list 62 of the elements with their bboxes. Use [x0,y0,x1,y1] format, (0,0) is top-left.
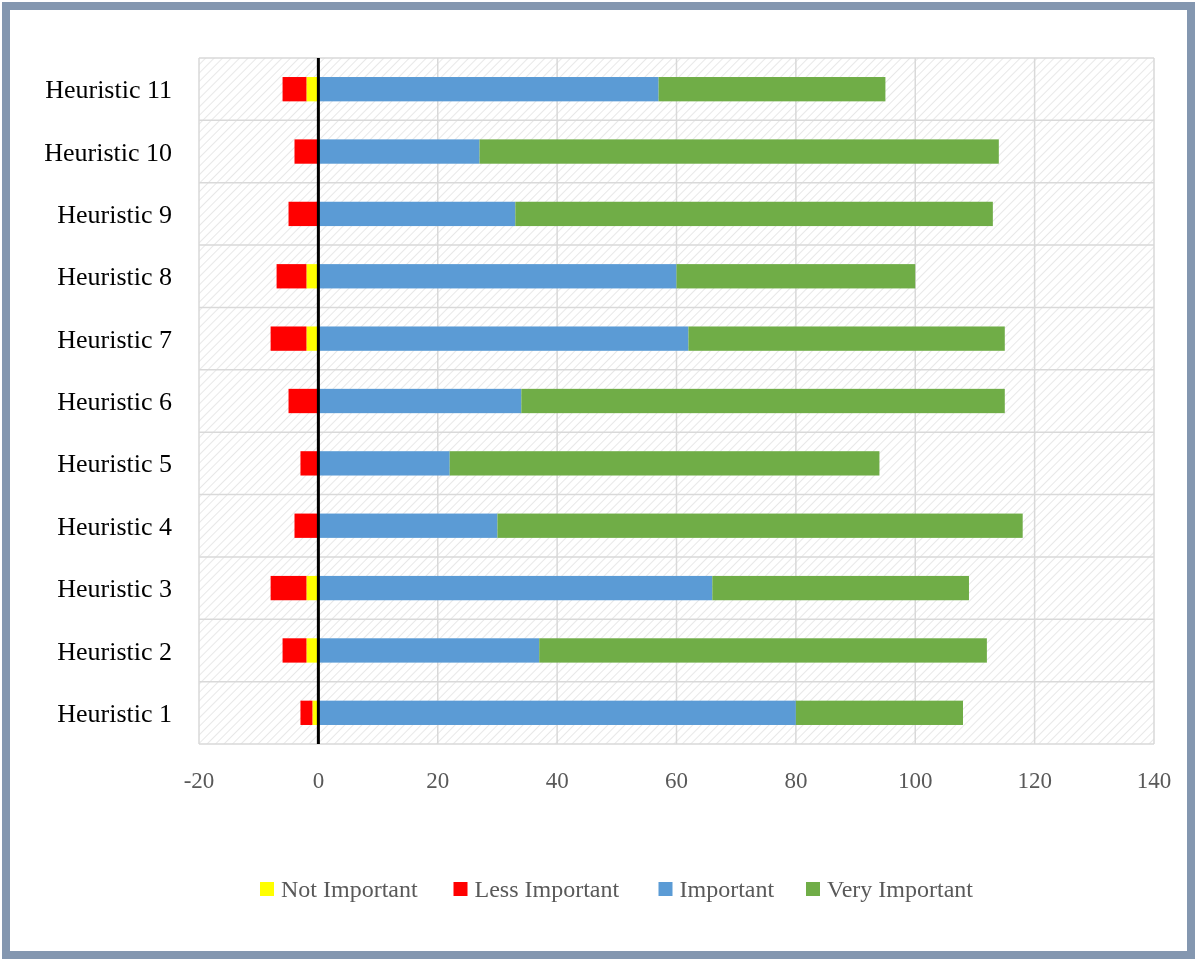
x-tick-label: 80 [784,768,808,793]
x-tick-label: 140 [1136,768,1172,793]
bar [521,388,1005,414]
bar [688,326,1005,351]
bar [539,638,987,663]
y-tick-label: Heuristic 5 [57,449,172,479]
bar [306,77,319,102]
legend-label: Very Important [827,876,974,903]
bar [306,638,319,663]
x-tick-label: 60 [665,768,688,793]
bar [318,513,498,538]
y-tick-label: Heuristic 8 [57,262,172,292]
y-tick-label: Heuristic 4 [57,511,172,541]
legend-label: Less Important [474,876,620,903]
y-tick-label: Heuristic 9 [57,200,172,230]
bar [658,77,886,102]
bar [515,201,993,227]
x-tick-label: -20 [183,768,215,793]
bar [282,638,307,663]
bar [795,700,963,725]
bar [676,264,916,289]
x-tick-label: 20 [426,768,450,793]
x-tick-label: 40 [545,768,569,793]
legend-label: Not Important [281,876,418,903]
x-tick-label: 120 [1017,768,1052,793]
bar [318,201,516,227]
bar [318,575,713,601]
bar [497,513,1023,538]
bar [712,575,969,601]
bar [318,139,480,164]
bar [282,77,307,102]
y-tick-label: Heuristic 1 [57,698,172,728]
bar [306,264,319,289]
y-tick-label: Heuristic 7 [57,324,172,354]
bar [300,451,319,476]
y-tick-label: Heuristic 11 [45,75,172,105]
y-tick-label: Heuristic 2 [57,636,172,666]
legend-label: Important [679,876,775,903]
bar [479,139,999,164]
bar [270,326,307,351]
bar [294,139,319,164]
bar [318,700,796,725]
bar [318,326,689,351]
bar [270,575,307,601]
bar [306,326,319,351]
bar [318,77,659,102]
bar [276,264,307,289]
bar [449,451,880,476]
y-tick-label: Heuristic 10 [44,137,172,167]
bar [306,575,319,601]
bar [318,638,540,663]
bar [318,451,450,476]
bar [288,388,319,414]
y-tick-label: Heuristic 3 [57,574,172,604]
y-tick-label: Heuristic 6 [57,387,172,417]
bar [300,700,313,725]
bar [294,513,319,538]
x-tick-label: 0 [312,768,325,793]
bar [318,388,522,414]
bar [318,264,677,289]
bar [288,201,319,227]
x-tick-label: 100 [898,768,933,793]
